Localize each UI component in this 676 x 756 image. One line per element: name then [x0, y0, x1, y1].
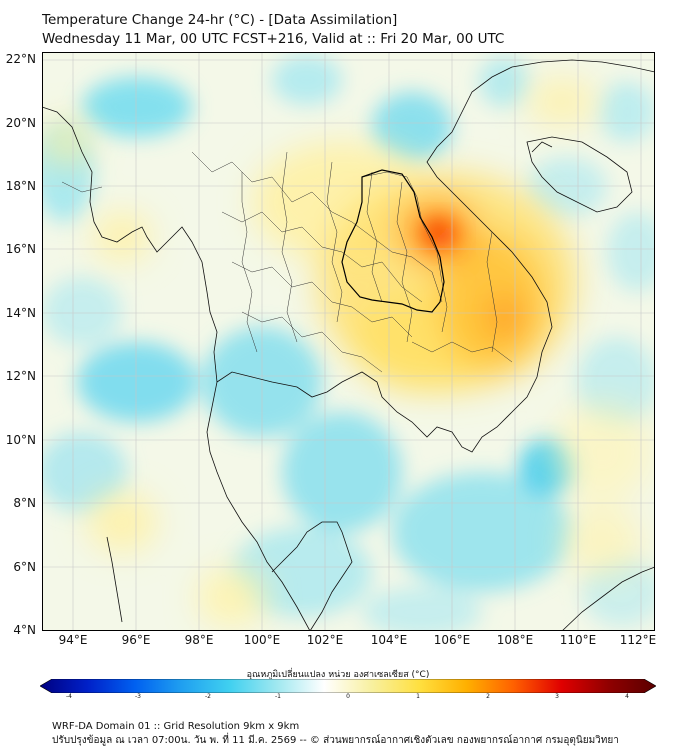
- temperature-field: [42, 52, 655, 631]
- lon-label-94e: 94°E: [58, 633, 88, 647]
- lat-label-12n: 12°N: [5, 369, 36, 383]
- lon-label-104e: 104°E: [370, 633, 408, 647]
- lat-label-6n: 6°N: [13, 560, 36, 574]
- colorbar-tick-3: 3: [555, 693, 559, 700]
- lat-label-14n: 14°N: [5, 306, 36, 320]
- lat-label-16n: 16°N: [5, 242, 36, 256]
- colorbar-tick-m1: -1: [275, 693, 281, 700]
- colorbar-tick-m2: -2: [205, 693, 211, 700]
- colorbar-tick-m4: -4: [66, 693, 72, 700]
- lon-label-112e: 112°E: [619, 633, 657, 647]
- map-canvas[interactable]: [42, 52, 655, 631]
- highlighted-region-border: [341, 169, 445, 313]
- lat-label-22n: 22°N: [5, 52, 36, 66]
- admin-borders: [61, 151, 513, 373]
- lon-label-106e: 106°E: [433, 633, 471, 647]
- lat-label-10n: 10°N: [5, 433, 36, 447]
- colorbar-tick-m3: -3: [135, 693, 141, 700]
- lon-label-98e: 98°E: [184, 633, 214, 647]
- graticule: [42, 52, 655, 631]
- title-line-2: Wednesday 11 Mar, 00 UTC FCST+216, Valid…: [42, 31, 505, 47]
- lon-label-96e: 96°E: [121, 633, 151, 647]
- lon-label-100e: 100°E: [243, 633, 281, 647]
- footer: WRF-DA Domain 01 :: Grid Resolution 9km …: [52, 720, 619, 748]
- colorbar-tick-0: 0: [346, 693, 350, 700]
- footer-line-2: ปรับปรุงข้อมูล ณ เวลา 07:00น. วัน พ. ที่…: [52, 735, 619, 746]
- lat-label-18n: 18°N: [5, 179, 36, 193]
- map-frame: [42, 52, 655, 631]
- footer-line-1: WRF-DA Domain 01 :: Grid Resolution 9km …: [52, 721, 300, 732]
- lon-label-108e: 108°E: [496, 633, 534, 647]
- coastline: [42, 59, 655, 631]
- lat-label-8n: 8°N: [13, 496, 36, 510]
- title-line-1: Temperature Change 24-hr (°C) - [Data As…: [42, 12, 398, 28]
- colorbar-tick-1: 1: [416, 693, 420, 700]
- colorbar-tick-2: 2: [486, 693, 490, 700]
- lon-label-110e: 110°E: [559, 633, 597, 647]
- chart-title: Temperature Change 24-hr (°C) - [Data As…: [42, 11, 504, 49]
- map-panel[interactable]: [42, 52, 655, 631]
- lat-label-4n: 4°N: [13, 623, 36, 637]
- colorbar: [40, 679, 656, 693]
- lat-label-20n: 20°N: [5, 116, 36, 130]
- colorbar-tick-4: 4: [625, 693, 629, 700]
- lon-label-102e: 102°E: [306, 633, 344, 647]
- colorbar-title: อุณหภูมิเปลี่ยนแปลง หน่วย องศาเซลเซียส (…: [246, 670, 430, 680]
